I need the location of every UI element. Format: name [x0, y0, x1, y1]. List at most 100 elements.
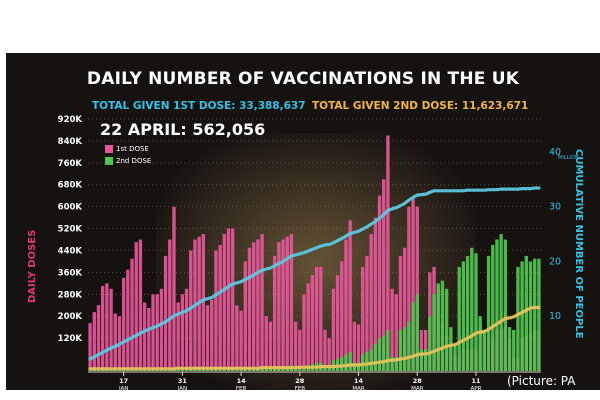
bar-second-dose — [512, 329, 516, 371]
x-tick-day: 14 — [237, 377, 247, 385]
bar-second-dose — [453, 343, 457, 371]
bar-second-dose — [482, 329, 487, 371]
bar-second-dose — [226, 369, 231, 371]
x-tick-day: 28 — [413, 377, 423, 385]
bar-second-dose — [222, 369, 226, 371]
bar-first-dose — [138, 239, 143, 371]
bar-first-dose — [163, 255, 168, 371]
bar-second-dose — [352, 362, 357, 371]
bar-second-dose — [180, 369, 185, 371]
y-tick-label: 280K — [58, 290, 83, 300]
y-axis-label-left: DAILY DOSES — [27, 229, 38, 303]
bar-first-dose — [189, 250, 193, 371]
bar-second-dose — [491, 245, 495, 371]
bar-first-dose — [352, 321, 357, 371]
bar-first-dose — [293, 321, 298, 371]
x-tick-month: FEB — [295, 386, 306, 390]
bar-second-dose — [377, 338, 382, 371]
bar-second-dose — [419, 349, 424, 371]
bar-first-dose — [281, 239, 285, 371]
bar-second-dose — [260, 367, 264, 371]
bar-first-dose — [310, 275, 315, 371]
bar-second-dose — [537, 258, 541, 371]
bar-second-dose — [507, 327, 512, 371]
bar-second-dose — [407, 321, 411, 371]
bar-second-dose — [516, 266, 520, 371]
bar-first-dose — [243, 261, 247, 371]
bar-second-dose — [461, 261, 466, 371]
bar-first-dose — [268, 321, 273, 371]
bar-first-dose — [331, 288, 336, 371]
x-tick-month: MAR — [352, 386, 365, 390]
bar-second-dose — [210, 369, 214, 371]
y-tick-label: 520K — [58, 225, 83, 235]
bar-first-dose — [298, 329, 302, 371]
bar-first-dose — [285, 236, 289, 371]
bar-second-dose — [411, 302, 415, 371]
bar-first-dose — [155, 294, 159, 371]
bar-second-dose — [486, 255, 491, 371]
bar-second-dose — [365, 351, 369, 371]
picture-credit: (Picture: PA — [507, 374, 576, 388]
bar-first-dose — [92, 312, 96, 371]
x-tick-day: 28 — [295, 377, 305, 385]
bar-first-dose — [231, 228, 235, 371]
bar-second-dose — [298, 368, 302, 371]
bar-first-dose — [96, 305, 101, 371]
bar-second-dose — [474, 253, 478, 371]
y-tick-label: 600K — [58, 203, 83, 213]
chart-panel: 120K 200K 280K 360K 440K 520K 600K 680K 760K 840K… — [6, 53, 600, 390]
bar-first-dose — [314, 266, 319, 371]
bar-first-dose — [88, 323, 92, 371]
legend-first-dose: 1st DOSE — [105, 145, 149, 153]
legend-second-dose: 2nd DOSE — [105, 157, 151, 165]
total-second-dose: TOTAL GIVEN 2ND DOSE: 11,623,671 — [312, 100, 529, 112]
bar-second-dose — [444, 288, 449, 371]
bar-first-dose — [377, 195, 382, 371]
bar-first-dose — [344, 239, 348, 371]
legend-swatch-first-dose — [105, 145, 113, 153]
highlight-label: 22 APRIL: 562,056 — [100, 120, 266, 139]
bar-first-dose — [134, 242, 138, 371]
bar-first-dose — [184, 288, 189, 371]
y-tick-label: 120K — [58, 334, 83, 344]
bar-first-dose — [235, 305, 239, 371]
bar-first-dose — [264, 316, 268, 371]
bar-second-dose — [302, 366, 306, 371]
bar-second-dose — [520, 261, 524, 371]
bar-second-dose — [382, 335, 386, 371]
bar-first-dose — [390, 288, 394, 371]
bar-first-dose — [411, 198, 415, 371]
bar-second-dose — [398, 329, 403, 371]
x-tick-month: JAN — [177, 386, 187, 390]
bar-first-dose — [252, 242, 256, 371]
bar-first-dose — [159, 288, 164, 371]
chart-svg: 120K 200K 280K 360K 440K 520K 600K 680K 760K 840K… — [58, 115, 561, 390]
bar-second-dose — [327, 367, 331, 371]
bar-first-dose — [323, 329, 327, 371]
bar-second-dose — [503, 239, 508, 371]
bar-second-dose — [264, 368, 268, 371]
y2-tick-label: 40 — [549, 147, 561, 158]
bar-second-dose — [239, 369, 243, 371]
bar-second-dose — [528, 261, 533, 371]
bar-first-dose — [415, 206, 419, 371]
y2-tick-label: 30 — [549, 202, 561, 213]
bar-second-dose — [193, 369, 197, 371]
bar-first-dose — [256, 239, 260, 371]
bar-first-dose — [369, 234, 373, 371]
bar-second-dose — [390, 357, 394, 371]
bar-second-dose — [176, 369, 180, 371]
bar-second-dose — [201, 369, 206, 371]
bar-first-dose — [407, 206, 411, 371]
bar-first-dose — [172, 206, 176, 371]
total-first-dose: TOTAL GIVEN 1ST DOSE: 33,388,637 — [92, 100, 306, 112]
bar-second-dose — [340, 357, 344, 371]
bar-first-dose — [205, 305, 210, 371]
bar-second-dose — [235, 369, 239, 371]
bar-second-dose — [205, 369, 210, 371]
bar-first-dose — [302, 294, 306, 371]
x-tick-day: 17 — [119, 377, 128, 385]
bar-first-dose — [398, 255, 403, 371]
legend-label-first-dose: 1st DOSE — [116, 145, 149, 153]
